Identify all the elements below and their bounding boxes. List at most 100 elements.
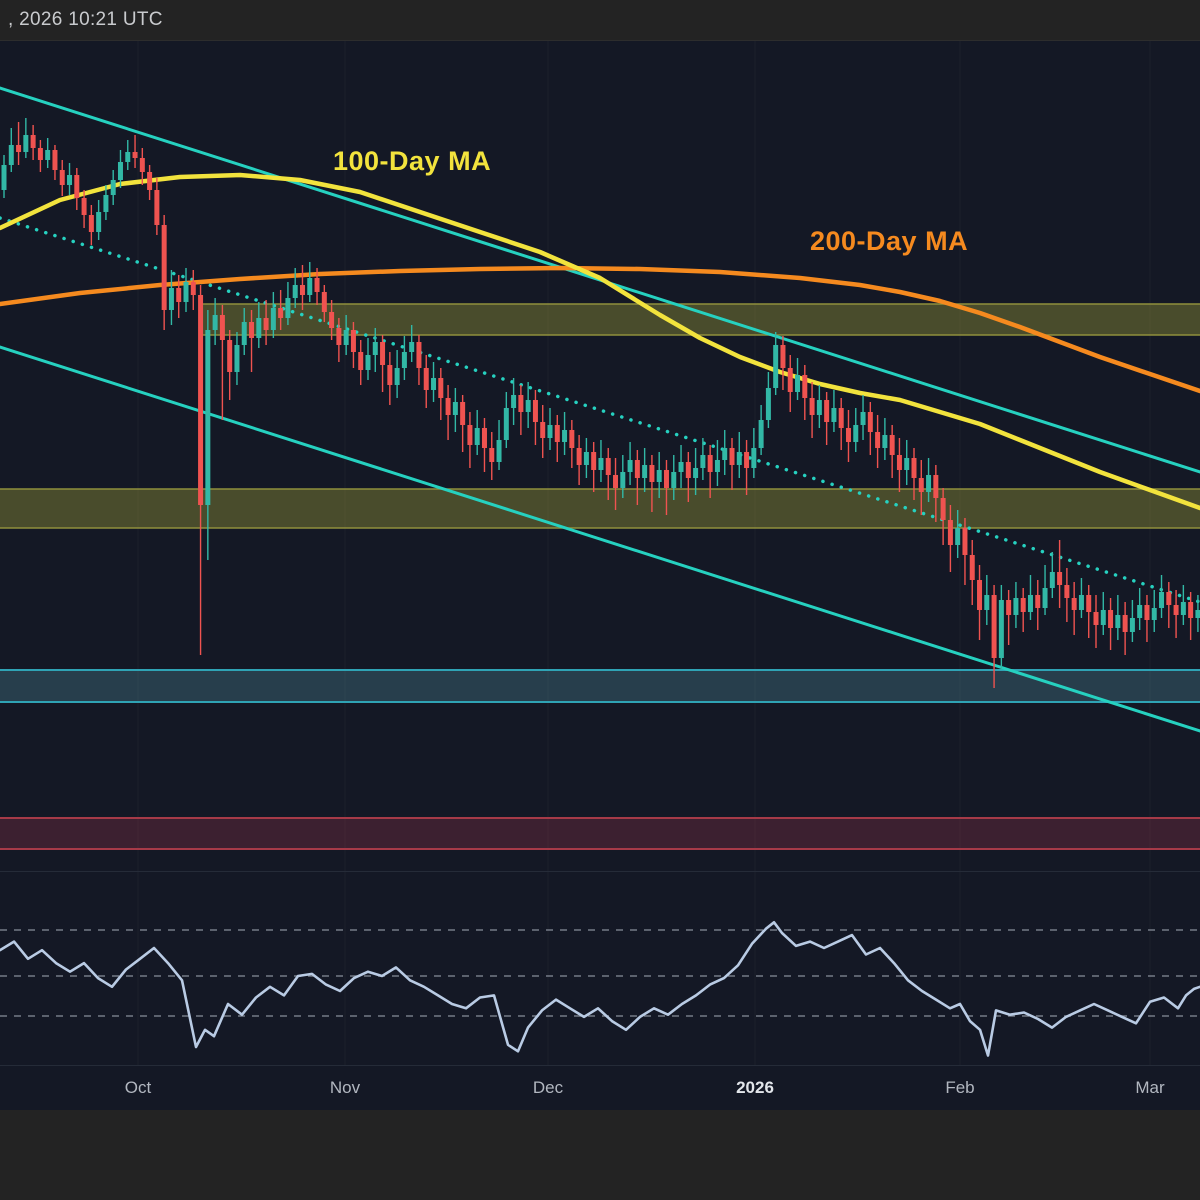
candle-up bbox=[1, 165, 7, 190]
candle-up bbox=[8, 145, 14, 165]
candle-up bbox=[365, 355, 371, 370]
candle-up bbox=[700, 455, 706, 468]
candle-down bbox=[249, 322, 255, 338]
candle-down bbox=[729, 448, 735, 465]
time-axis-label: 2026 bbox=[736, 1078, 774, 1097]
candle-down bbox=[896, 455, 902, 470]
candle-down bbox=[329, 312, 335, 328]
candle-down bbox=[321, 292, 327, 312]
candle-up bbox=[955, 528, 961, 545]
candle-down bbox=[161, 225, 167, 310]
candle-up bbox=[1195, 610, 1200, 618]
candle-up bbox=[496, 440, 502, 462]
candle-up bbox=[1042, 588, 1048, 608]
candle-down bbox=[198, 295, 204, 505]
rsi-pane[interactable] bbox=[0, 871, 1200, 1065]
candle-up bbox=[372, 342, 378, 355]
candle-up bbox=[1013, 598, 1019, 615]
candle-up bbox=[1159, 592, 1165, 608]
candle-up bbox=[831, 408, 837, 422]
candle-up bbox=[984, 595, 990, 610]
candle-down bbox=[314, 278, 320, 292]
candle-down bbox=[1035, 595, 1041, 608]
candle-up bbox=[1100, 610, 1106, 625]
candle-up bbox=[409, 342, 415, 352]
candle-up bbox=[67, 175, 73, 185]
candle-up bbox=[795, 375, 801, 392]
candle-down bbox=[918, 478, 924, 492]
candle-up bbox=[103, 195, 109, 212]
candle-down bbox=[387, 365, 393, 385]
candle-up bbox=[117, 162, 123, 180]
time-axis[interactable] bbox=[0, 1065, 1200, 1109]
candle-down bbox=[132, 152, 138, 158]
candle-up bbox=[620, 472, 626, 488]
candle-down bbox=[438, 378, 444, 398]
candle-down bbox=[962, 528, 968, 555]
candle-up bbox=[1078, 595, 1084, 610]
candle-up bbox=[285, 298, 291, 318]
candle-down bbox=[845, 428, 851, 442]
candle-down bbox=[838, 408, 844, 428]
candle-down bbox=[613, 475, 619, 488]
candle-down bbox=[1071, 598, 1077, 610]
candle-up bbox=[598, 458, 604, 470]
candle-down bbox=[147, 172, 153, 190]
candle-down bbox=[1093, 612, 1099, 625]
candle-up bbox=[1180, 602, 1186, 615]
candle-down bbox=[336, 328, 342, 345]
candle-up bbox=[241, 322, 247, 345]
candle-down bbox=[780, 345, 786, 368]
candle-down bbox=[977, 580, 983, 610]
candle-down bbox=[707, 455, 713, 472]
candle-up bbox=[270, 308, 276, 330]
candle-up bbox=[904, 458, 910, 470]
candle-up bbox=[452, 402, 458, 415]
candle-down bbox=[518, 395, 524, 412]
candle-down bbox=[911, 458, 917, 478]
candle-down bbox=[278, 308, 284, 318]
candle-up bbox=[816, 400, 822, 415]
support-zone-red bbox=[0, 818, 1200, 849]
candle-down bbox=[1166, 592, 1172, 605]
price-pane[interactable] bbox=[0, 41, 1200, 871]
header-bar: , 2026 10:21 UTC bbox=[0, 0, 1200, 41]
candle-down bbox=[685, 462, 691, 478]
candle-up bbox=[1027, 595, 1033, 612]
time-axis-label: Mar bbox=[1135, 1078, 1165, 1097]
candle-down bbox=[933, 475, 939, 498]
candle-down bbox=[889, 435, 895, 455]
candle-down bbox=[802, 375, 808, 398]
candle-down bbox=[445, 398, 451, 415]
time-axis-label: Nov bbox=[330, 1078, 361, 1097]
candle-down bbox=[481, 428, 487, 448]
candle-up bbox=[431, 378, 437, 390]
candle-up bbox=[736, 452, 742, 465]
candle-up bbox=[45, 150, 51, 160]
candle-down bbox=[554, 425, 560, 442]
candle-up bbox=[656, 470, 662, 482]
candle-up bbox=[511, 395, 517, 408]
candle-down bbox=[30, 135, 36, 148]
candle-up bbox=[474, 428, 480, 445]
candle-down bbox=[1144, 605, 1150, 620]
candle-up bbox=[1137, 605, 1143, 618]
candle-down bbox=[88, 215, 94, 232]
candle-down bbox=[1188, 602, 1194, 618]
candle-down bbox=[1173, 605, 1179, 615]
candle-down bbox=[467, 425, 473, 445]
candle-down bbox=[358, 352, 364, 370]
candle-down bbox=[74, 175, 80, 198]
candle-up bbox=[525, 400, 531, 412]
candle-up bbox=[503, 408, 509, 440]
candle-down bbox=[867, 412, 873, 432]
candle-down bbox=[16, 145, 22, 152]
candle-up bbox=[1115, 615, 1121, 628]
candle-down bbox=[649, 465, 655, 482]
candle-down bbox=[380, 342, 386, 365]
candle-up bbox=[1049, 572, 1055, 588]
candle-down bbox=[263, 318, 269, 330]
candle-down bbox=[540, 422, 546, 438]
